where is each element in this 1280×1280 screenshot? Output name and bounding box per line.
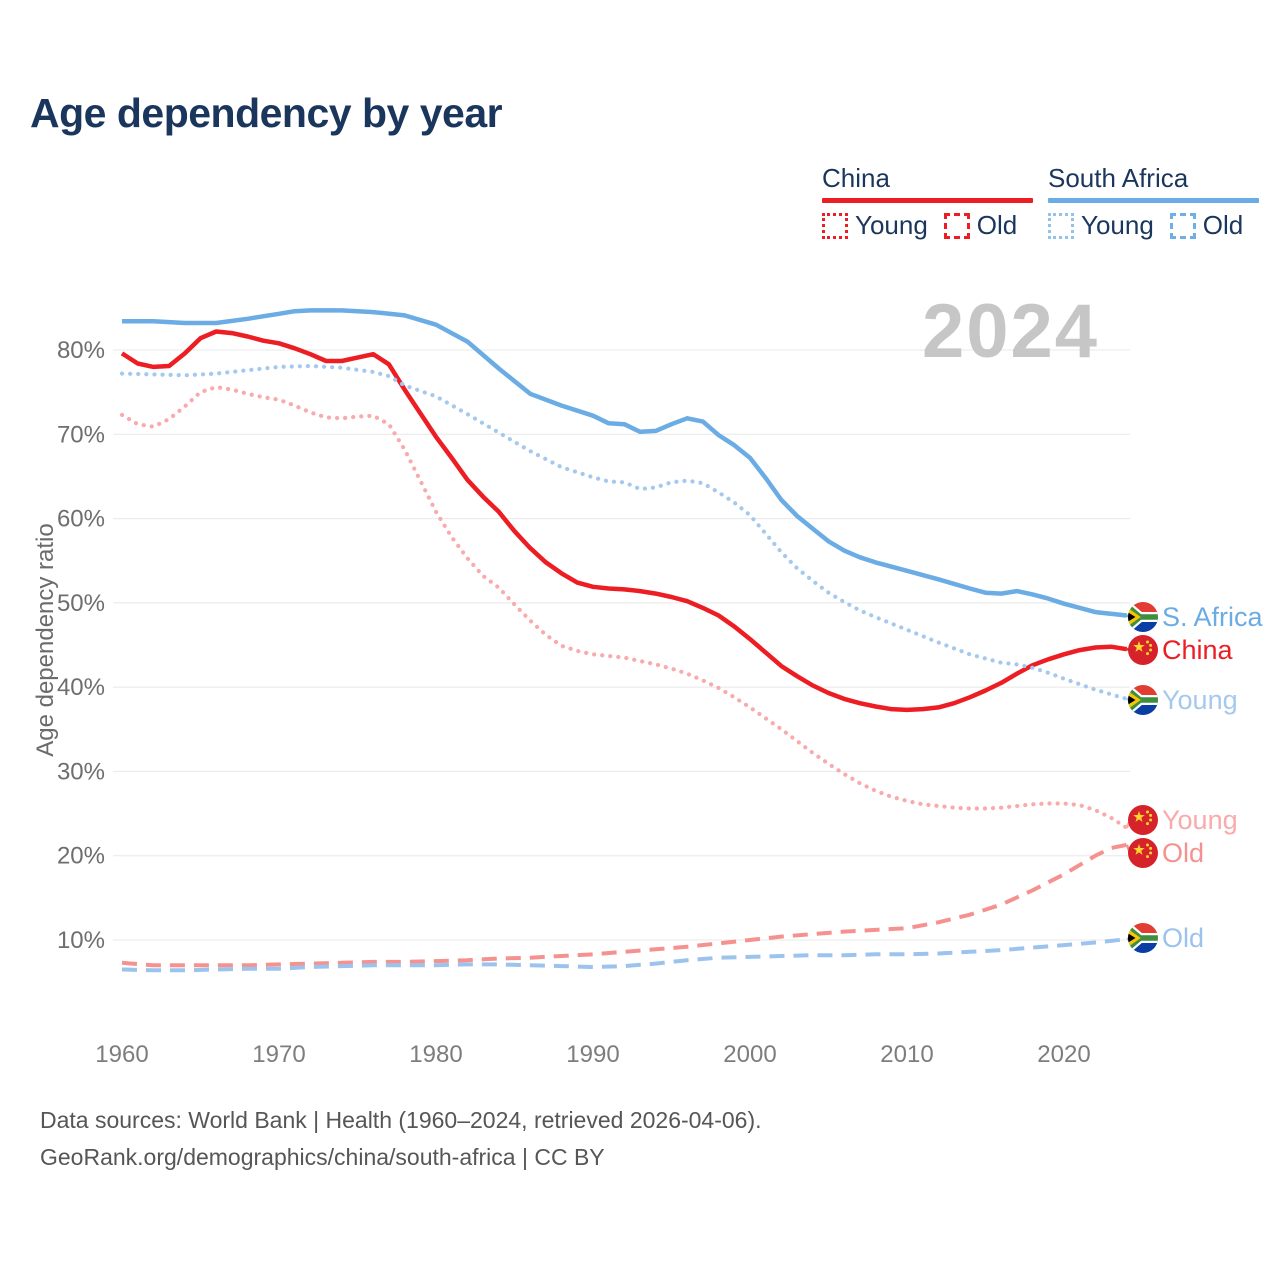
- watermark-year: 2024: [922, 289, 1100, 374]
- line-label-cn-young: Young: [1162, 805, 1238, 835]
- y-tick-label: 10%: [57, 927, 105, 954]
- y-tick-label: 60%: [57, 506, 105, 533]
- line-label-sa-total: S. Africa: [1162, 602, 1264, 632]
- series-line-sa-total: [122, 308, 1128, 618]
- legend-group-south-africa: South Africa Young Old: [1048, 163, 1260, 241]
- x-tick-label: 1980: [409, 1041, 462, 1068]
- legend-group-china: China Young Old: [822, 163, 1034, 241]
- legend-swatch-china-old: [943, 212, 970, 239]
- y-tick-label: 50%: [57, 590, 105, 617]
- series-line-cn-total: [120, 329, 1128, 713]
- legend-underline-china: [822, 198, 1034, 203]
- line-label-sa-young: Young: [1162, 685, 1238, 715]
- footer-sources-line: Data sources: World Bank | Health (1960–…: [40, 1107, 762, 1133]
- south-africa-flag-icon: [1126, 685, 1160, 715]
- china-flag-icon: [1128, 635, 1158, 665]
- south-africa-flag-icon: [1126, 923, 1160, 953]
- y-tick-label: 40%: [57, 674, 105, 701]
- y-axis-title: Age dependency ratio: [32, 523, 59, 757]
- legend-label-sa-old: Old: [1202, 210, 1244, 240]
- y-tick-label: 70%: [57, 421, 105, 448]
- legend-items-south-africa: Young Old: [1048, 210, 1259, 241]
- legend-swatch-sa-young: [1048, 212, 1074, 239]
- chart-legend: China Young Old South Africa Young Old: [0, 163, 1280, 243]
- legend-swatch-sa-old: [1169, 212, 1196, 239]
- legend-header-south-africa: South Africa: [1048, 163, 1189, 193]
- legend-label-china-young: Young: [855, 210, 928, 240]
- legend-header-china: China: [822, 163, 890, 193]
- south-africa-flag-icon: [1126, 602, 1160, 632]
- china-flag-icon: [1128, 838, 1158, 868]
- line-label-sa-old: Old: [1162, 923, 1204, 953]
- x-tick-label: 2000: [723, 1041, 776, 1068]
- page-title: Age dependency by year: [30, 90, 503, 136]
- series-line-cn-young: [119, 385, 1129, 830]
- legend-items-china: Young Old: [822, 210, 1033, 241]
- line-label-cn-old: Old: [1162, 838, 1204, 868]
- x-tick-label: 1960: [95, 1041, 148, 1068]
- x-tick-label: 1970: [252, 1041, 305, 1068]
- series-line-sa-young: [119, 363, 1129, 701]
- y-tick-label: 80%: [57, 337, 105, 364]
- legend-swatch-china-young: [822, 212, 848, 239]
- line-label-cn-total: China: [1162, 635, 1234, 665]
- y-tick-label: 30%: [57, 758, 105, 785]
- legend-label-china-old: Old: [976, 210, 1018, 240]
- legend-underline-south-africa: [1048, 198, 1260, 203]
- footer: Data sources: World Bank | Health (1960–…: [40, 1102, 762, 1176]
- china-flag-icon: [1128, 805, 1158, 835]
- x-tick-label: 1990: [566, 1041, 619, 1068]
- series-line-cn-old: [121, 842, 1128, 968]
- x-tick-label: 2010: [880, 1041, 933, 1068]
- footer-attribution-line: GeoRank.org/demographics/china/south-afr…: [40, 1144, 605, 1170]
- legend-label-sa-young: Young: [1081, 210, 1154, 240]
- x-tick-label: 2020: [1037, 1041, 1090, 1068]
- y-tick-label: 20%: [57, 843, 105, 870]
